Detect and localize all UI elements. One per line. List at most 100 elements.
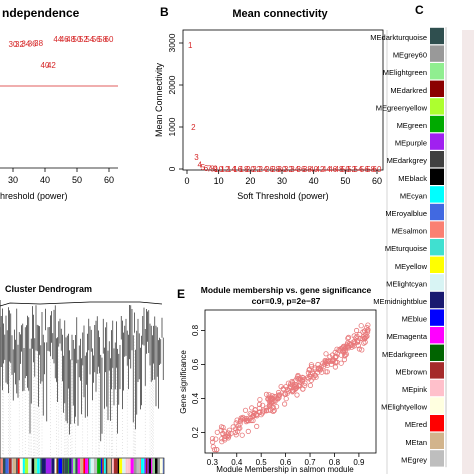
panel-e-subtitle: cor=0.9, p=2e−87 <box>252 296 321 306</box>
module-color-swatch <box>430 186 444 203</box>
panel-b-point-label: 12 <box>221 165 230 174</box>
panel-e-gene-point <box>265 396 271 402</box>
module-color-segment <box>80 458 84 474</box>
panel-b-point-label: 14 <box>227 165 236 174</box>
module-label: MElightgreen <box>383 68 427 77</box>
module-color-segment <box>88 458 89 474</box>
module-color-segment <box>68 458 70 474</box>
module-color-segment <box>62 458 63 474</box>
panel-b: B Mean connectivity 0 1000 2000 3000 0 10 20 3… <box>154 5 384 201</box>
panel-e-gene-point <box>315 361 321 368</box>
module-color-segment <box>56 458 58 474</box>
module-color-segment <box>16 458 18 474</box>
module-color-segment <box>119 458 123 474</box>
module-color-segment <box>107 458 112 474</box>
panel-b-x-tick-label: 50 <box>340 176 350 186</box>
panel-b-plot-area <box>182 29 384 171</box>
module-color-segment <box>45 458 48 474</box>
module-color-segment <box>24 458 29 474</box>
panel-e-gene-point <box>283 384 289 390</box>
panel-b-y-tick-label: 3000 <box>167 33 177 52</box>
panel-a-title: ndependence <box>2 6 80 20</box>
panel-e-gene-point <box>258 412 264 418</box>
panel-b-point-label: 9 <box>213 165 218 174</box>
heatmap-strip <box>462 30 474 474</box>
panel-e-gene-point <box>333 354 339 360</box>
panel-b-point-label: 2 <box>191 123 196 132</box>
panel-b-point-label: 5 <box>201 163 206 172</box>
panel-e-gene-point <box>254 423 260 429</box>
panel-e-gene-point <box>242 407 249 413</box>
panel-e-gene-point <box>326 358 332 364</box>
panel-e-gene-point <box>271 407 277 414</box>
panel-b-x-tick-label: 0 <box>184 176 189 186</box>
panel-e-gene-point <box>266 402 273 408</box>
panel-a-power-label: 58 <box>98 35 107 44</box>
module-label: MEpink <box>402 385 427 394</box>
panel-b-point-label: 4 <box>197 160 202 169</box>
module-color-segment <box>102 458 104 474</box>
module-color-segment <box>127 458 131 474</box>
panel-d-title: Cluster Dendrogram <box>5 284 92 294</box>
module-color-segment <box>83 458 86 474</box>
module-color-segment <box>139 458 141 474</box>
panel-a-points: 4567891012141618202224262830323436384042… <box>9 35 114 70</box>
dendrogram-top-branch <box>0 301 163 307</box>
panel-e-gene-point <box>270 408 276 414</box>
panel-e-gene-point <box>218 424 225 430</box>
panel-d-module-color-bar <box>0 457 165 474</box>
module-label: MEred <box>405 420 427 429</box>
panel-b-point-label: 32 <box>284 165 293 174</box>
panel-b-point-label: 36 <box>297 165 306 174</box>
module-color-segment <box>152 458 154 474</box>
panel-b-y-tick-label: 0 <box>167 166 177 171</box>
panel-b-x-tick-label: 40 <box>309 176 319 186</box>
panel-e: E Module membership vs. gene significanc… <box>177 285 377 474</box>
panel-b-point-label: 6 <box>204 164 209 173</box>
module-label: MElightcyan <box>386 279 427 288</box>
module-color-segment <box>62 458 65 474</box>
module-color-segment <box>88 458 91 474</box>
module-color-segment <box>40 458 42 474</box>
module-color-segment <box>75 458 78 474</box>
panel-e-gene-point <box>324 369 330 375</box>
module-color-segment <box>143 458 145 474</box>
module-label: MEpurple <box>395 139 427 148</box>
panel-e-gene-point <box>270 405 277 411</box>
module-label: MEblack <box>398 174 427 183</box>
module-color-segment <box>19 458 23 474</box>
panel-e-gene-point <box>308 362 314 368</box>
panel-a-power-label: 44 <box>53 35 62 44</box>
panel-e-gene-point <box>352 338 358 344</box>
panel-b-point-label: 20 <box>246 165 255 174</box>
panel-e-gene-point <box>332 349 338 355</box>
panel-e-x-tick-label: 0.9 <box>353 458 365 467</box>
panel-b-point-label: 7 <box>207 164 212 173</box>
module-color-segment <box>153 458 155 474</box>
panel-b-point-label: 42 <box>316 165 325 174</box>
panel-e-gene-point <box>359 347 365 353</box>
module-label: MEdarkgreen <box>382 350 427 359</box>
module-color-segment <box>57 458 59 474</box>
panel-e-x-tick-label: 0.4 <box>231 458 243 467</box>
module-color-swatch <box>430 221 444 238</box>
panel-e-gene-point <box>356 346 362 352</box>
module-color-segment <box>146 458 148 474</box>
panel-a: ndependence 4567891012141618202224262830… <box>0 6 118 201</box>
panel-e-gene-point <box>332 364 338 370</box>
module-color-swatch <box>430 432 444 449</box>
panel-b-point-label: 58 <box>366 165 375 174</box>
panel-e-gene-point <box>214 446 220 453</box>
module-color-segment <box>97 458 101 474</box>
panel-e-gene-point <box>257 396 263 403</box>
panel-e-gene-point <box>344 340 351 346</box>
panel-e-gene-point <box>271 393 278 400</box>
panel-b-x-ticks: 0 10 20 30 40 50 60 <box>184 170 382 186</box>
module-color-segment <box>37 458 40 474</box>
module-color-segment <box>147 458 149 474</box>
module-color-swatch <box>430 327 444 344</box>
panel-b-point-label: 48 <box>335 165 344 174</box>
panel-b-point-label: 52 <box>347 165 356 174</box>
module-label: MEsalmon <box>392 227 427 236</box>
module-label: MEgrey <box>401 455 427 464</box>
